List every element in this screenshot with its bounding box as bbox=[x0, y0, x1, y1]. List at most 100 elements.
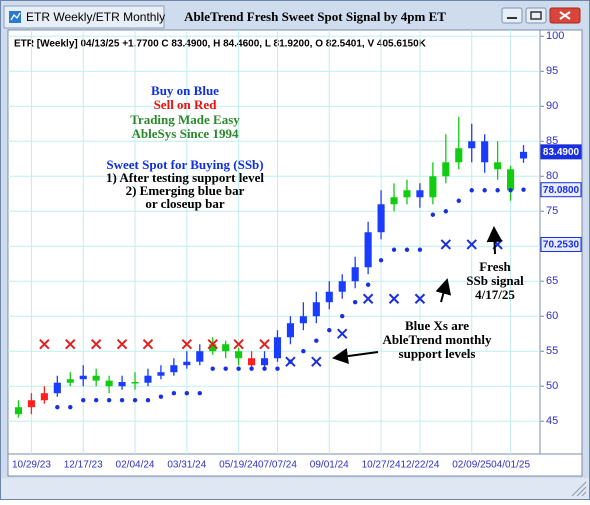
y-tick-label: 95 bbox=[546, 65, 558, 77]
candle-body bbox=[222, 344, 230, 352]
support-dot bbox=[249, 366, 254, 371]
candle-body bbox=[403, 190, 411, 198]
y-tick-label: 55 bbox=[546, 345, 558, 357]
candle-body bbox=[170, 365, 178, 373]
support-dot bbox=[314, 338, 319, 343]
price-tag-label: 70.2530 bbox=[543, 240, 580, 251]
support-dot bbox=[352, 300, 358, 305]
candle-body bbox=[118, 382, 126, 387]
support-dot bbox=[68, 405, 73, 410]
x-tick-label: 03/31/24 bbox=[167, 460, 206, 471]
candle-body bbox=[312, 302, 320, 317]
candle-body bbox=[209, 344, 217, 352]
support-dot bbox=[132, 398, 138, 403]
y-tick-label: 60 bbox=[546, 310, 558, 322]
support-dot bbox=[456, 198, 461, 203]
restore-button[interactable] bbox=[525, 7, 547, 24]
support-dot bbox=[482, 188, 487, 193]
monthly-support-x bbox=[142, 339, 154, 350]
x-tick-label: 10/29/23 bbox=[12, 460, 51, 471]
monthly-support-x bbox=[116, 339, 128, 350]
candle-body bbox=[507, 169, 515, 191]
candle-body bbox=[429, 176, 437, 198]
annotation: Sell on Red bbox=[154, 97, 218, 112]
plot-area bbox=[7, 29, 541, 455]
y-tick-label: 50 bbox=[546, 380, 558, 392]
candle-body bbox=[79, 375, 87, 380]
support-dot bbox=[417, 247, 423, 252]
annotation: 4/17/25 bbox=[475, 287, 515, 302]
price-tag bbox=[540, 182, 582, 198]
support-dot bbox=[495, 188, 500, 193]
annotation: or closeup bar bbox=[145, 196, 224, 211]
candle-body bbox=[157, 372, 165, 376]
resize-grip bbox=[571, 481, 587, 497]
support-dot bbox=[391, 247, 397, 252]
minimize-button[interactable] bbox=[501, 7, 523, 24]
x-tick-label: 12/17/23 bbox=[64, 460, 103, 471]
candle-body bbox=[455, 148, 463, 163]
support-dot bbox=[430, 212, 436, 217]
support-dot bbox=[378, 258, 384, 263]
candle-body bbox=[338, 281, 346, 292]
support-dot bbox=[81, 398, 86, 403]
support-dot bbox=[93, 398, 99, 403]
monthly-support-x bbox=[259, 339, 270, 350]
candle-body bbox=[14, 407, 23, 415]
tab-icon bbox=[9, 11, 21, 23]
monthly-support-x bbox=[414, 293, 426, 304]
monthly-support-x bbox=[337, 328, 348, 339]
status-bar bbox=[1, 478, 589, 499]
support-dot bbox=[106, 398, 112, 403]
support-dot bbox=[171, 391, 177, 396]
support-dot bbox=[210, 366, 215, 371]
support-dot bbox=[327, 328, 332, 333]
monthly-support-x bbox=[362, 293, 374, 304]
annotation: SSb signal bbox=[466, 273, 524, 288]
y-tick-label: 75 bbox=[546, 205, 558, 217]
support-dot bbox=[119, 398, 125, 403]
candle-body bbox=[494, 162, 502, 170]
x-tick-label: 12/22/24 bbox=[400, 460, 439, 471]
monthly-support-x bbox=[440, 239, 452, 250]
support-dot bbox=[223, 366, 228, 371]
support-dot bbox=[236, 366, 241, 371]
candle-body bbox=[377, 204, 385, 233]
restore-glyph bbox=[530, 11, 542, 20]
tab-label[interactable]: ETR Weekly/ETR Monthly bbox=[26, 10, 165, 24]
candle-body bbox=[390, 197, 398, 205]
candle-body bbox=[299, 316, 307, 324]
candle-body bbox=[144, 375, 152, 383]
candle-body bbox=[40, 393, 48, 401]
y-tick-label: 45 bbox=[546, 415, 558, 427]
x-tick-label: 09/01/24 bbox=[310, 460, 349, 471]
monthly-support-x bbox=[181, 339, 193, 350]
candle-body bbox=[92, 375, 100, 381]
support-dot bbox=[197, 391, 202, 396]
support-dot bbox=[55, 405, 60, 410]
monthly-support-x bbox=[90, 339, 102, 350]
candle-body bbox=[260, 358, 269, 366]
x-tick-label: 02/09/25 bbox=[452, 460, 491, 471]
monthly-support-x bbox=[388, 293, 400, 304]
price-tag-label: 83.4900 bbox=[543, 147, 580, 158]
support-dot bbox=[301, 349, 306, 354]
candle-body bbox=[442, 162, 450, 177]
candle-body bbox=[105, 380, 113, 387]
date-axis-area bbox=[7, 453, 583, 477]
monthly-support-x bbox=[466, 239, 477, 250]
x-tick-label: 05/19/24 bbox=[219, 460, 258, 471]
monthly-support-x bbox=[65, 339, 76, 350]
annotation: Buy on Blue bbox=[151, 83, 219, 98]
candle-body bbox=[235, 351, 243, 359]
support-dot bbox=[365, 282, 371, 287]
tab[interactable] bbox=[3, 5, 165, 29]
annotation: 2) Emerging blue bar bbox=[126, 183, 245, 198]
candle-body bbox=[131, 382, 139, 384]
tab-icon-glyph bbox=[10, 12, 21, 21]
x-tick-label: 04/01/25 bbox=[491, 460, 530, 471]
arrow bbox=[332, 348, 379, 365]
candle-body bbox=[351, 267, 359, 282]
price-tag-label: 78.0800 bbox=[543, 185, 580, 196]
